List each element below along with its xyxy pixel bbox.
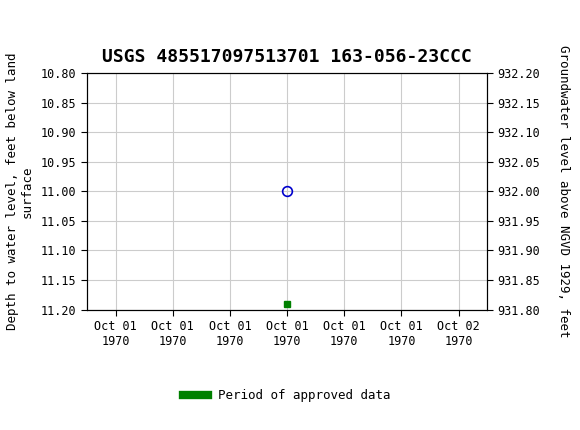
Legend: Period of approved data: Period of approved data xyxy=(179,384,396,407)
Y-axis label: Depth to water level, feet below land
surface: Depth to water level, feet below land su… xyxy=(6,52,34,330)
Y-axis label: Groundwater level above NGVD 1929, feet: Groundwater level above NGVD 1929, feet xyxy=(557,45,570,338)
Title: USGS 485517097513701 163-056-23CCC: USGS 485517097513701 163-056-23CCC xyxy=(102,48,472,66)
Text: ≡USGS: ≡USGS xyxy=(93,46,164,64)
